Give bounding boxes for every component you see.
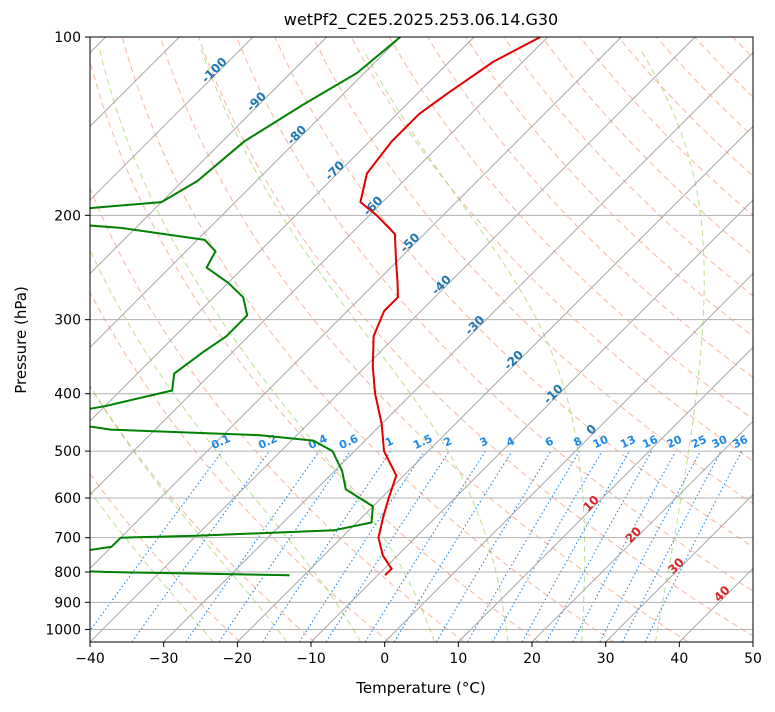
dry-adiabat <box>275 37 775 642</box>
x-tick-label: −20 <box>223 651 253 667</box>
mixing-ratio-label: 2 <box>442 434 454 449</box>
isotherm-label: -50 <box>397 230 422 255</box>
x-tick-label: 30 <box>597 651 615 667</box>
mixing-ratio-label: 0.4 <box>306 432 329 452</box>
mixing-ratio-label: 16 <box>640 433 660 451</box>
isotherm-line <box>311 37 775 642</box>
mixing-ratio-label: 25 <box>689 433 708 451</box>
isotherm-line <box>385 37 775 642</box>
mixing-ratio-label: 13 <box>618 433 637 451</box>
y-tick-label: 900 <box>54 595 81 611</box>
x-tick-label: 50 <box>744 651 762 667</box>
mixing-ratio-line <box>365 451 485 642</box>
dry-adiabat <box>542 37 775 642</box>
moist-adiabat <box>100 50 435 642</box>
isotherm-label: -10 <box>541 381 566 406</box>
dry-adiabat <box>656 37 775 642</box>
dry-adiabat <box>466 37 775 642</box>
x-tick-label: 0 <box>380 651 389 667</box>
mixing-ratio-label: 6 <box>543 434 556 449</box>
y-tick-label: 500 <box>54 444 81 460</box>
isotherm-label: -90 <box>244 89 269 114</box>
mixing-ratio-label: 30 <box>710 433 730 451</box>
y-tick-label: 200 <box>54 208 81 224</box>
mixing-ratio-line <box>436 451 551 642</box>
profile-series <box>0 37 540 575</box>
y-tick-label: 800 <box>54 565 81 581</box>
dry-adiabat <box>389 37 775 642</box>
y-tick-label: 100 <box>54 30 81 46</box>
isotherm-line <box>0 37 548 642</box>
mixing-ratio-label: 1 <box>383 434 395 449</box>
isotherm-line <box>0 37 400 642</box>
isotherm-line <box>0 37 253 642</box>
mixing-ratio-line <box>573 451 676 642</box>
moist-adiabat <box>0 50 213 642</box>
dry-adiabat <box>0 37 240 642</box>
mixing-ratio-line <box>600 451 701 642</box>
plot-frame <box>90 37 753 642</box>
moist-adiabat <box>0 50 287 642</box>
isotherm-label: -20 <box>501 348 526 373</box>
isotherm-line <box>679 37 775 642</box>
mixing-ratio-line <box>546 451 651 642</box>
isotherm-label: -100 <box>199 55 230 86</box>
mixing-ratio-line <box>522 451 629 642</box>
mixing-ratio-label: 20 <box>665 433 685 451</box>
y-tick-label: 1000 <box>45 622 81 638</box>
chart-title: wetPf2_C2E5.2025.253.06.14.G30 <box>284 10 558 30</box>
y-tick-label: 400 <box>54 387 81 403</box>
y-tick-label: 700 <box>54 531 81 547</box>
isotherm-label: -30 <box>462 313 487 338</box>
x-axis-label: Temperature (°C) <box>355 679 485 697</box>
isotherm-line <box>532 37 775 642</box>
dry-adiabat <box>733 37 775 642</box>
y-axis-label: Pressure (hPa) <box>12 286 30 394</box>
x-tick-label: 40 <box>670 651 688 667</box>
temperature-line <box>360 37 540 575</box>
dry-adiabat <box>695 37 775 642</box>
x-tick-label: 20 <box>523 651 541 667</box>
x-tick-label: −10 <box>296 651 326 667</box>
x-tick-label: −30 <box>149 651 179 667</box>
isotherm-label: -70 <box>322 158 347 183</box>
isotherm-line <box>237 37 775 642</box>
mixing-ratio-line <box>219 451 350 642</box>
mixing-ratio-line <box>82 451 223 642</box>
dry-adiabat <box>237 37 775 642</box>
isotherm-line <box>0 37 327 642</box>
dry-adiabat <box>427 37 775 642</box>
mixing-ratio-label: 3 <box>478 434 490 449</box>
x-tick-label: 10 <box>449 651 467 667</box>
dry-adiabat <box>771 37 775 642</box>
isotherm-line <box>16 37 621 642</box>
isotherm-label: -40 <box>429 272 454 297</box>
y-tick-label: 300 <box>54 313 81 329</box>
dry-adiabat <box>351 37 775 642</box>
isotherm-label: 40 <box>711 583 733 605</box>
background-lines <box>0 37 775 642</box>
dry-adiabat <box>8 37 390 642</box>
dry-adiabat <box>504 37 775 642</box>
isotherm-label: 0 <box>583 422 599 438</box>
mixing-ratio-label: 8 <box>572 434 584 449</box>
dry-adiabat <box>160 37 688 642</box>
dry-adiabat <box>84 37 539 642</box>
mixing-ratio-label: 36 <box>731 433 751 451</box>
isotherm-label: -80 <box>284 122 309 147</box>
isotherm-line <box>753 37 775 642</box>
mixing-ratio-line <box>622 451 721 642</box>
isotherm-label: 30 <box>665 555 687 577</box>
x-tick-label: −40 <box>75 651 105 667</box>
y-tick-label: 600 <box>54 491 81 507</box>
isotherm-line <box>164 37 769 642</box>
